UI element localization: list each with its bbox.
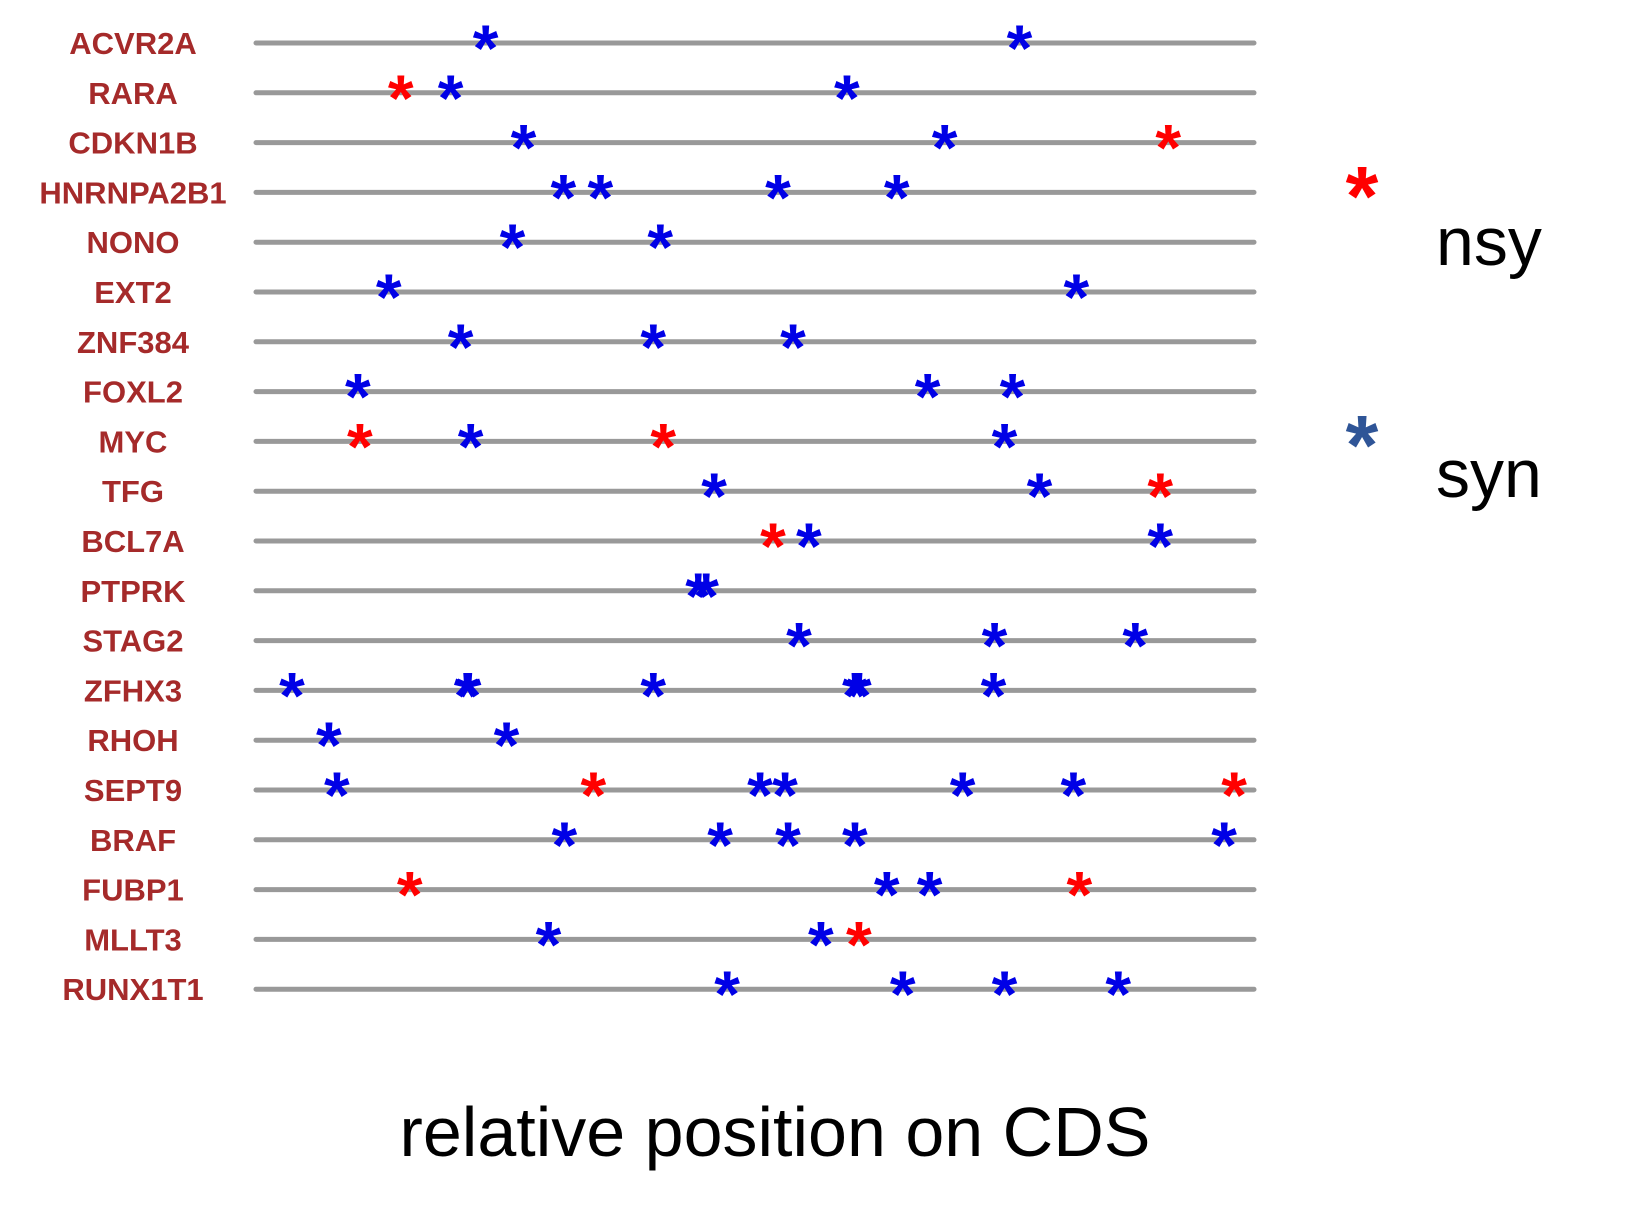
mutation-mark-syn-hnrnpa2b1-3: *	[884, 160, 910, 234]
mutation-marks: * ** *** * ** * * ** ** ** * ** * ** ** ** * ** ***** * ** **…	[279, 11, 1247, 1031]
mutation-mark-syn-rara-0: *	[438, 61, 464, 135]
mutation-mark-syn-bcl7a-1: *	[1147, 509, 1173, 583]
mutation-mark-syn-runx1t1-1: *	[890, 957, 916, 1031]
mutation-mark-syn-acvr2a-1: *	[1007, 11, 1033, 85]
mutation-mark-syn-fubp1-0: *	[874, 858, 900, 932]
gene-label-hnrnpa2b1: HNRNPA2B1	[39, 175, 226, 210]
legend-synonymous-label: syn	[1436, 436, 1542, 512]
mutation-mark-syn-cdkn1b-0: *	[511, 111, 537, 185]
mutation-mark-syn-ptprk-1: *	[693, 559, 719, 633]
mutation-mark-nsy-rara-0: *	[388, 61, 414, 135]
mutation-mark-syn-sept9-4: *	[1061, 758, 1087, 832]
mutation-mark-syn-zfhx3-2: *	[456, 658, 482, 732]
mutation-mark-syn-hnrnpa2b1-1: *	[587, 160, 613, 234]
mutation-mark-nsy-fubp1-1: *	[1067, 858, 1093, 932]
mutation-mark-syn-tfg-1: *	[1027, 459, 1053, 533]
gene-label-fubp1: FUBP1	[82, 873, 184, 908]
gene-label-cdkn1b: CDKN1B	[68, 126, 197, 161]
mutation-mark-syn-braf-3: *	[842, 808, 868, 882]
mutation-mark-syn-ext2-1: *	[1064, 260, 1090, 334]
gene-label-ext2: EXT2	[94, 275, 172, 310]
mutation-mark-syn-tfg-0: *	[701, 459, 727, 533]
mutation-mark-syn-nono-0: *	[500, 210, 526, 284]
mutation-mark-nsy-bcl7a-0: *	[760, 509, 786, 583]
gene-label-stag2: STAG2	[82, 624, 183, 659]
mutation-mark-syn-sept9-0: *	[324, 758, 350, 832]
mutation-mark-nsy-sept9-0: *	[580, 758, 606, 832]
mutation-mark-syn-mllt3-0: *	[536, 907, 562, 981]
mutation-mark-syn-braf-2: *	[775, 808, 801, 882]
legend: * nsy * syn	[1346, 149, 1542, 512]
gene-label-bcl7a: BCL7A	[81, 524, 184, 559]
mutation-mark-syn-runx1t1-0: *	[714, 957, 740, 1031]
mutation-mark-nsy-myc-0: *	[347, 409, 373, 483]
mutation-mark-syn-hnrnpa2b1-0: *	[551, 160, 577, 234]
mutation-mark-syn-myc-1: *	[992, 409, 1018, 483]
gene-label-ptprk: PTPRK	[80, 574, 186, 609]
gene-label-runx1t1: RUNX1T1	[62, 972, 203, 1007]
mutation-mark-syn-acvr2a-0: *	[473, 11, 499, 85]
mutation-mark-syn-mllt3-1: *	[808, 907, 834, 981]
gene-tracks	[256, 43, 1254, 989]
mutation-mark-syn-braf-0: *	[552, 808, 578, 882]
mutation-mark-syn-hnrnpa2b1-2: *	[765, 160, 791, 234]
gene-label-braf: BRAF	[90, 823, 176, 858]
gene-label-acvr2a: ACVR2A	[69, 26, 196, 61]
mutation-mark-syn-sept9-3: *	[950, 758, 976, 832]
gene-labels: ACVR2A RARA CDKN1B HNRNPA2B1 NONO EXT2 ZNF384 F…	[39, 26, 226, 1007]
mutation-mark-syn-runx1t1-2: *	[992, 957, 1018, 1031]
mutation-mark-syn-nono-1: *	[647, 210, 673, 284]
mutation-mark-syn-fubp1-1: *	[917, 858, 943, 932]
mutation-mark-syn-stag2-0: *	[786, 609, 812, 683]
legend-nonsynonymous-marker: *	[1346, 149, 1379, 243]
x-axis-label: relative position on CDS	[400, 1093, 1151, 1171]
gene-label-sept9: SEPT9	[84, 773, 182, 808]
gene-label-myc: MYC	[99, 424, 168, 459]
mutation-mark-syn-zfhx3-6: *	[981, 658, 1007, 732]
gene-label-rhoh: RHOH	[87, 723, 178, 758]
mutation-mark-syn-sept9-1: *	[747, 758, 773, 832]
gene-label-mllt3: MLLT3	[84, 922, 182, 957]
mutation-mark-nsy-myc-1: *	[650, 409, 676, 483]
mutation-mark-syn-rhoh-1: *	[494, 708, 520, 782]
gene-label-znf384: ZNF384	[77, 325, 190, 360]
mutation-mark-syn-braf-4: *	[1211, 808, 1237, 882]
gene-label-rara: RARA	[88, 76, 178, 111]
gene-label-zfhx3: ZFHX3	[84, 673, 182, 708]
mutation-mark-syn-cdkn1b-1: *	[932, 111, 958, 185]
mutation-mark-nsy-mllt3-0: *	[846, 907, 872, 981]
mutation-mark-syn-rara-1: *	[834, 61, 860, 135]
mutation-mark-syn-znf384-1: *	[640, 310, 666, 384]
mutation-mark-syn-zfhx3-0: *	[279, 658, 305, 732]
mutation-mark-syn-foxl2-1: *	[915, 360, 941, 434]
mutation-mark-syn-znf384-0: *	[448, 310, 474, 384]
mutation-mark-syn-zfhx3-3: *	[640, 658, 666, 732]
legend-nonsynonymous-label: nsy	[1436, 204, 1542, 280]
gene-label-nono: NONO	[87, 225, 180, 260]
mutation-mark-nsy-cdkn1b-0: *	[1155, 111, 1181, 185]
mutation-mark-syn-zfhx3-5: *	[846, 658, 872, 732]
legend-synonymous-marker: *	[1346, 398, 1379, 492]
mutation-mark-syn-ext2-0: *	[376, 260, 402, 334]
mutation-mark-syn-bcl7a-0: *	[796, 509, 822, 583]
mutation-mark-syn-myc-0: *	[458, 409, 484, 483]
mutation-mark-nsy-fubp1-0: *	[397, 858, 423, 932]
mutation-mark-syn-runx1t1-3: *	[1105, 957, 1131, 1031]
mutation-mark-syn-znf384-2: *	[780, 310, 806, 384]
gene-label-tfg: TFG	[102, 474, 164, 509]
gene-label-foxl2: FOXL2	[83, 375, 183, 410]
mutation-mark-syn-stag2-2: *	[1122, 609, 1148, 683]
mutation-mark-syn-braf-1: *	[707, 808, 733, 882]
